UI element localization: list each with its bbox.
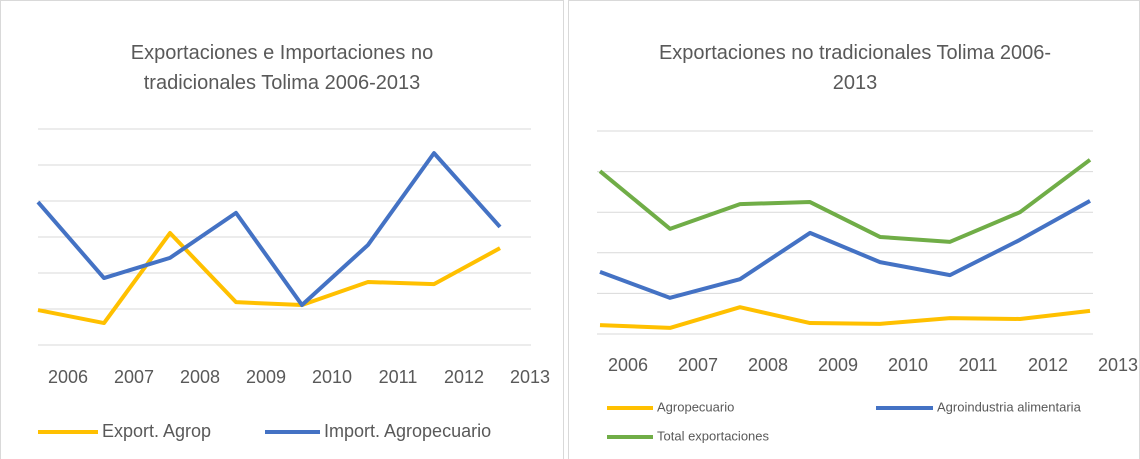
chart-title: Exportaciones no tradicionales Tolima 20… xyxy=(658,42,1052,94)
legend-label: Export. Agrop xyxy=(102,421,211,441)
x-tick-label: 2011 xyxy=(379,367,418,387)
x-tick-label: 2011 xyxy=(959,355,998,375)
series-line xyxy=(599,199,1091,300)
series-line xyxy=(36,151,502,308)
x-tick-label: 2013 xyxy=(1098,355,1138,375)
x-tick-label: 2008 xyxy=(748,355,788,375)
x-tick-label: 2012 xyxy=(444,367,484,387)
legend-label: Import. Agropecuario xyxy=(324,421,491,441)
x-tick-label: 2006 xyxy=(608,355,648,375)
chart-title: Exportaciones e Importaciones no tradici… xyxy=(130,42,434,94)
x-tick-label: 2010 xyxy=(312,367,352,387)
x-tick-label: 2012 xyxy=(1028,355,1068,375)
series-line xyxy=(599,305,1091,330)
legend-label: Agropecuario xyxy=(657,399,734,414)
x-tick-label: 2007 xyxy=(114,367,154,387)
chart-panel xyxy=(0,0,564,459)
x-tick-label: 2010 xyxy=(888,355,928,375)
x-tick-label: 2013 xyxy=(510,367,550,387)
legend-label: Total exportaciones xyxy=(657,428,770,443)
x-tick-label: 2009 xyxy=(246,367,286,387)
x-tick-label: 2007 xyxy=(678,355,718,375)
x-tick-label: 2008 xyxy=(180,367,220,387)
series-line xyxy=(598,158,1092,244)
x-tick-label: 2009 xyxy=(818,355,858,375)
x-tick-label: 2006 xyxy=(48,367,88,387)
series-line xyxy=(37,231,501,326)
legend-label: Agroindustria alimentaria xyxy=(937,399,1082,414)
